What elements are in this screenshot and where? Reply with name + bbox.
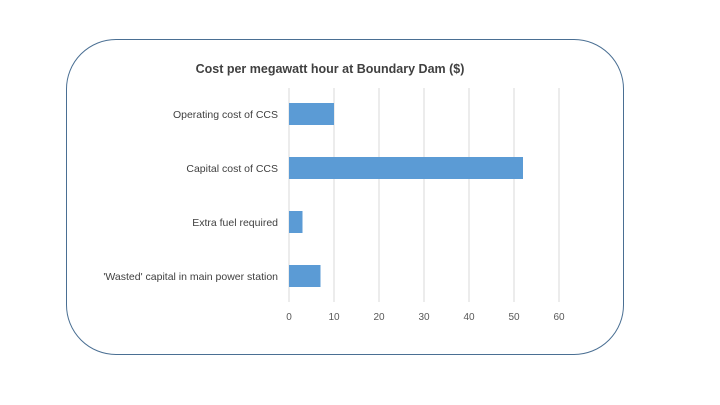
x-tick-50: 50 (508, 312, 520, 323)
chart-frame (66, 39, 624, 355)
category-label-4: 'Wasted' capital in main power station (103, 271, 278, 283)
category-label-2: Capital cost of CCS (186, 163, 278, 175)
x-tick-0: 0 (286, 312, 292, 323)
bar-2 (289, 157, 523, 179)
bars (289, 103, 523, 287)
x-tick-labels: 0 10 20 30 40 50 60 (286, 312, 565, 323)
category-label-3: Extra fuel required (192, 217, 278, 229)
bar-3 (289, 211, 303, 233)
category-labels: Operating cost of CCS Capital cost of CCS… (103, 109, 278, 283)
bar-4 (289, 265, 321, 287)
x-tick-60: 60 (553, 312, 565, 323)
bar-1 (289, 103, 334, 125)
x-tick-40: 40 (463, 312, 475, 323)
x-tick-20: 20 (373, 312, 385, 323)
chart-title: Cost per megawatt hour at Boundary Dam (… (195, 62, 465, 76)
x-tick-10: 10 (328, 312, 340, 323)
category-label-1: Operating cost of CCS (173, 109, 278, 121)
x-tick-30: 30 (418, 312, 430, 323)
